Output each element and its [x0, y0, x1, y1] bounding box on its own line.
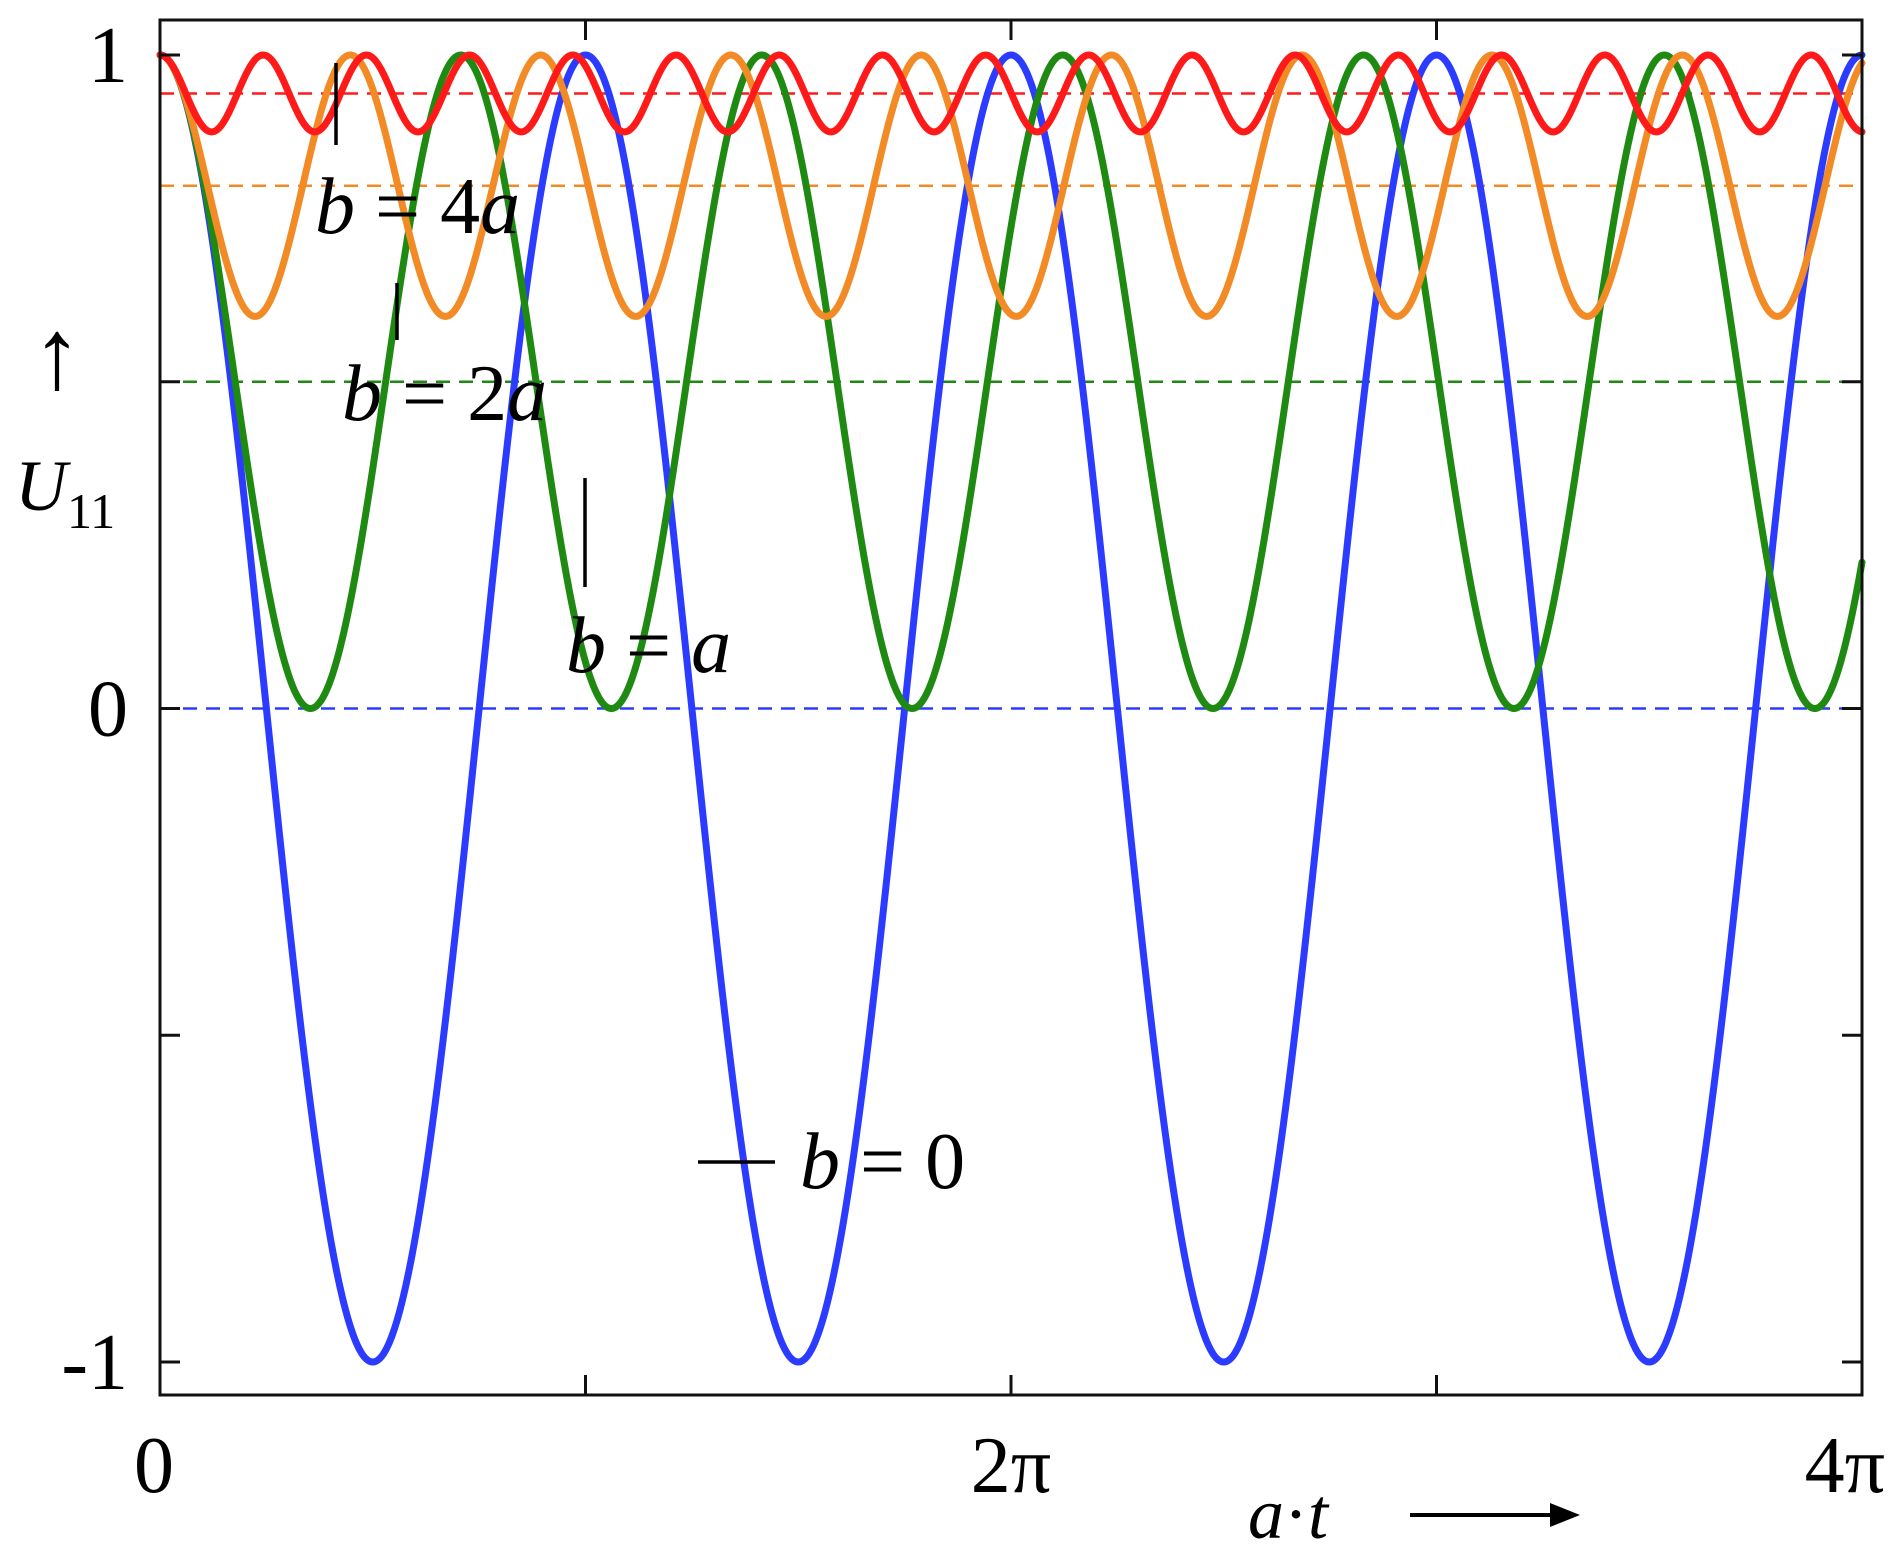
x-axis-dot: · [1284, 1474, 1308, 1549]
x-axis-var: t [1308, 1474, 1330, 1549]
x-tick-label-2: 4π [1805, 1422, 1885, 1510]
x-axis-label: a·t [1248, 1474, 1330, 1549]
y-tick-label-0: 1 [88, 12, 128, 100]
curve-2 [156, 51, 1866, 320]
curve-1 [156, 51, 1866, 712]
axis-ticks [158, 20, 1864, 1395]
curve-lines [156, 51, 1866, 1366]
curve-annotations: b = 0 b = a b = 2a b = 4a [315, 63, 965, 1206]
y-axis-label: U11 [15, 446, 115, 539]
curve-0 [156, 51, 1866, 1366]
y-axis-symbol: U [15, 446, 71, 526]
y-axis-arrow: ↑ [32, 299, 82, 410]
y-tick-label-1: 0 [88, 666, 128, 754]
x-tick-label-0: 0 [134, 1422, 174, 1510]
x-tick-label-1: 2π [971, 1422, 1051, 1510]
x-axis-arrow [1410, 1503, 1580, 1527]
x-axis-symbol: a [1248, 1474, 1284, 1549]
y-tick-label-2: -1 [61, 1319, 128, 1407]
annotation-label-2: b = 2a [342, 350, 547, 438]
annotation-label-0: b = 0 [800, 1118, 965, 1206]
annotation-label-4: b = 4a [315, 163, 520, 251]
curve-4 [156, 51, 1866, 136]
y-axis-subscript: 11 [67, 483, 115, 539]
annotation-label-1: b = a [566, 602, 731, 690]
